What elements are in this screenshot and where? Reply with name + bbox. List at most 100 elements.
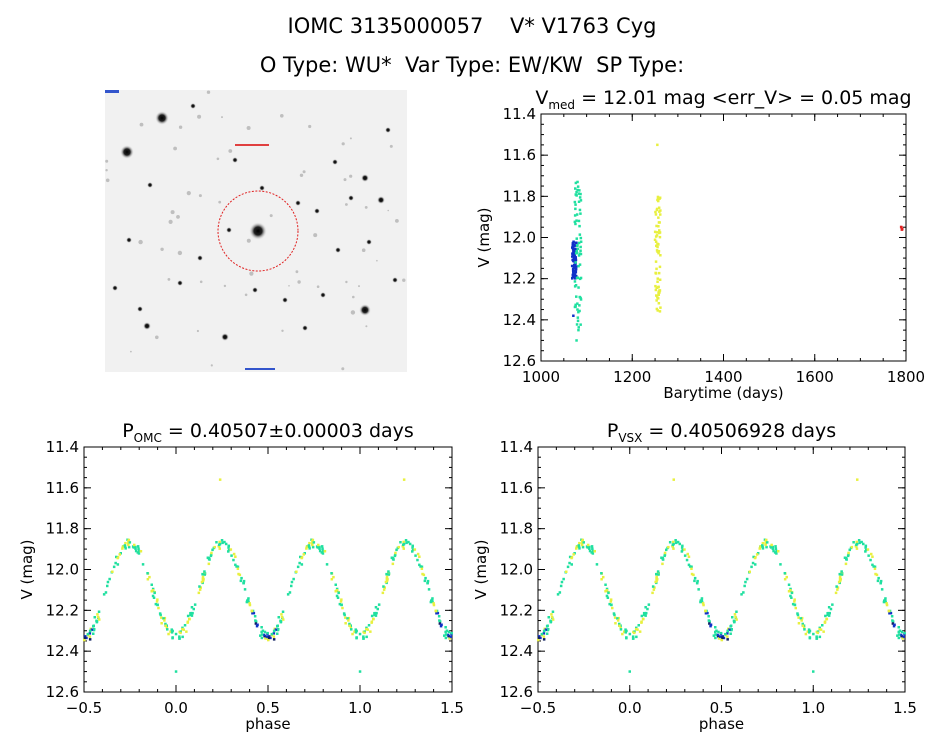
sky-stars: [105, 90, 406, 371]
data-point: [354, 631, 358, 634]
data-point: [838, 579, 842, 583]
data-point: [709, 623, 713, 626]
data-point: [659, 306, 662, 309]
data-point: [158, 612, 162, 615]
data-point: [218, 542, 222, 546]
data-point: [838, 577, 842, 580]
data-point: [879, 581, 882, 585]
data-point: [227, 544, 230, 548]
data-point: [579, 245, 582, 249]
data-point: [402, 478, 406, 481]
data-point: [88, 638, 92, 641]
data-point: [609, 600, 613, 603]
data-point: [884, 600, 887, 604]
data-point: [806, 630, 809, 633]
data-point: [753, 556, 757, 560]
data-point: [656, 280, 659, 283]
y-tick-label: 12.4: [46, 642, 79, 660]
data-point: [655, 224, 658, 228]
data-point: [707, 615, 710, 618]
data-point: [873, 567, 877, 570]
data-point: [654, 235, 658, 238]
data-point: [873, 565, 877, 568]
data-point: [308, 547, 311, 550]
data-point: [574, 270, 577, 273]
data-point: [823, 620, 827, 623]
star: [332, 159, 338, 165]
data-point: [661, 562, 664, 566]
y-tick-label: 11.6: [46, 479, 79, 497]
data-point: [576, 316, 580, 319]
data-point: [807, 628, 811, 631]
data-point: [193, 603, 197, 606]
data-point: [203, 573, 206, 576]
x-tick-label: 0.5: [256, 699, 280, 717]
data-point: [847, 553, 850, 556]
data-point: [658, 265, 662, 269]
data-point: [793, 598, 796, 601]
data-point: [448, 637, 451, 640]
data-point: [362, 635, 365, 638]
data-point: [151, 594, 155, 598]
star: [335, 247, 341, 253]
star: [348, 195, 354, 201]
data-point: [577, 200, 581, 203]
data-point: [815, 637, 819, 640]
data-point: [305, 547, 308, 550]
data-point: [657, 290, 660, 293]
data-point: [661, 558, 665, 561]
data-point: [402, 540, 405, 544]
data-point: [572, 553, 575, 556]
data-point: [700, 598, 703, 602]
data-point: [616, 617, 619, 620]
data-point: [843, 556, 847, 559]
star: [295, 200, 301, 206]
data-point: [743, 584, 746, 588]
data-point: [292, 577, 295, 581]
data-point: [133, 543, 136, 547]
data-point: [658, 196, 662, 199]
data-point: [248, 603, 252, 607]
data-point: [334, 583, 337, 586]
data-point: [423, 579, 427, 583]
data-point: [579, 249, 582, 252]
data-point: [235, 565, 238, 568]
data-point: [247, 600, 250, 604]
data-point: [385, 575, 389, 579]
data-point: [385, 579, 389, 583]
data-point: [656, 277, 659, 280]
data-point: [432, 602, 435, 605]
faint-star: [216, 157, 220, 161]
faint-star: [218, 200, 222, 204]
data-point: [272, 632, 276, 635]
faint-star: [196, 329, 199, 333]
data-point: [232, 558, 235, 562]
data-point: [672, 478, 675, 481]
y-axis-label: V (mag): [472, 539, 490, 599]
data-point: [421, 572, 424, 576]
data-point: [852, 541, 855, 544]
data-point: [164, 624, 167, 627]
data-point: [391, 562, 395, 566]
data-point: [265, 635, 268, 638]
data-point: [618, 622, 621, 626]
data-point: [170, 628, 173, 631]
data-point: [188, 617, 191, 621]
y-tick-label: 11.8: [500, 520, 533, 538]
data-point: [288, 591, 292, 594]
data-point: [730, 628, 733, 632]
data-point: [166, 628, 169, 631]
data-point: [889, 611, 893, 615]
data-point: [678, 542, 681, 546]
data-point: [383, 586, 386, 589]
data-point: [575, 190, 578, 194]
data-point: [827, 606, 831, 609]
y-tick-label: 11.4: [500, 438, 533, 456]
data-point: [657, 199, 660, 203]
data-point: [160, 616, 163, 619]
data-point: [394, 553, 397, 556]
data-point: [210, 553, 213, 556]
data-point: [610, 603, 613, 607]
plot-title: Vmed = 12.01 mag <err_V> = 0.05 mag: [535, 87, 911, 112]
data-point: [340, 603, 343, 607]
